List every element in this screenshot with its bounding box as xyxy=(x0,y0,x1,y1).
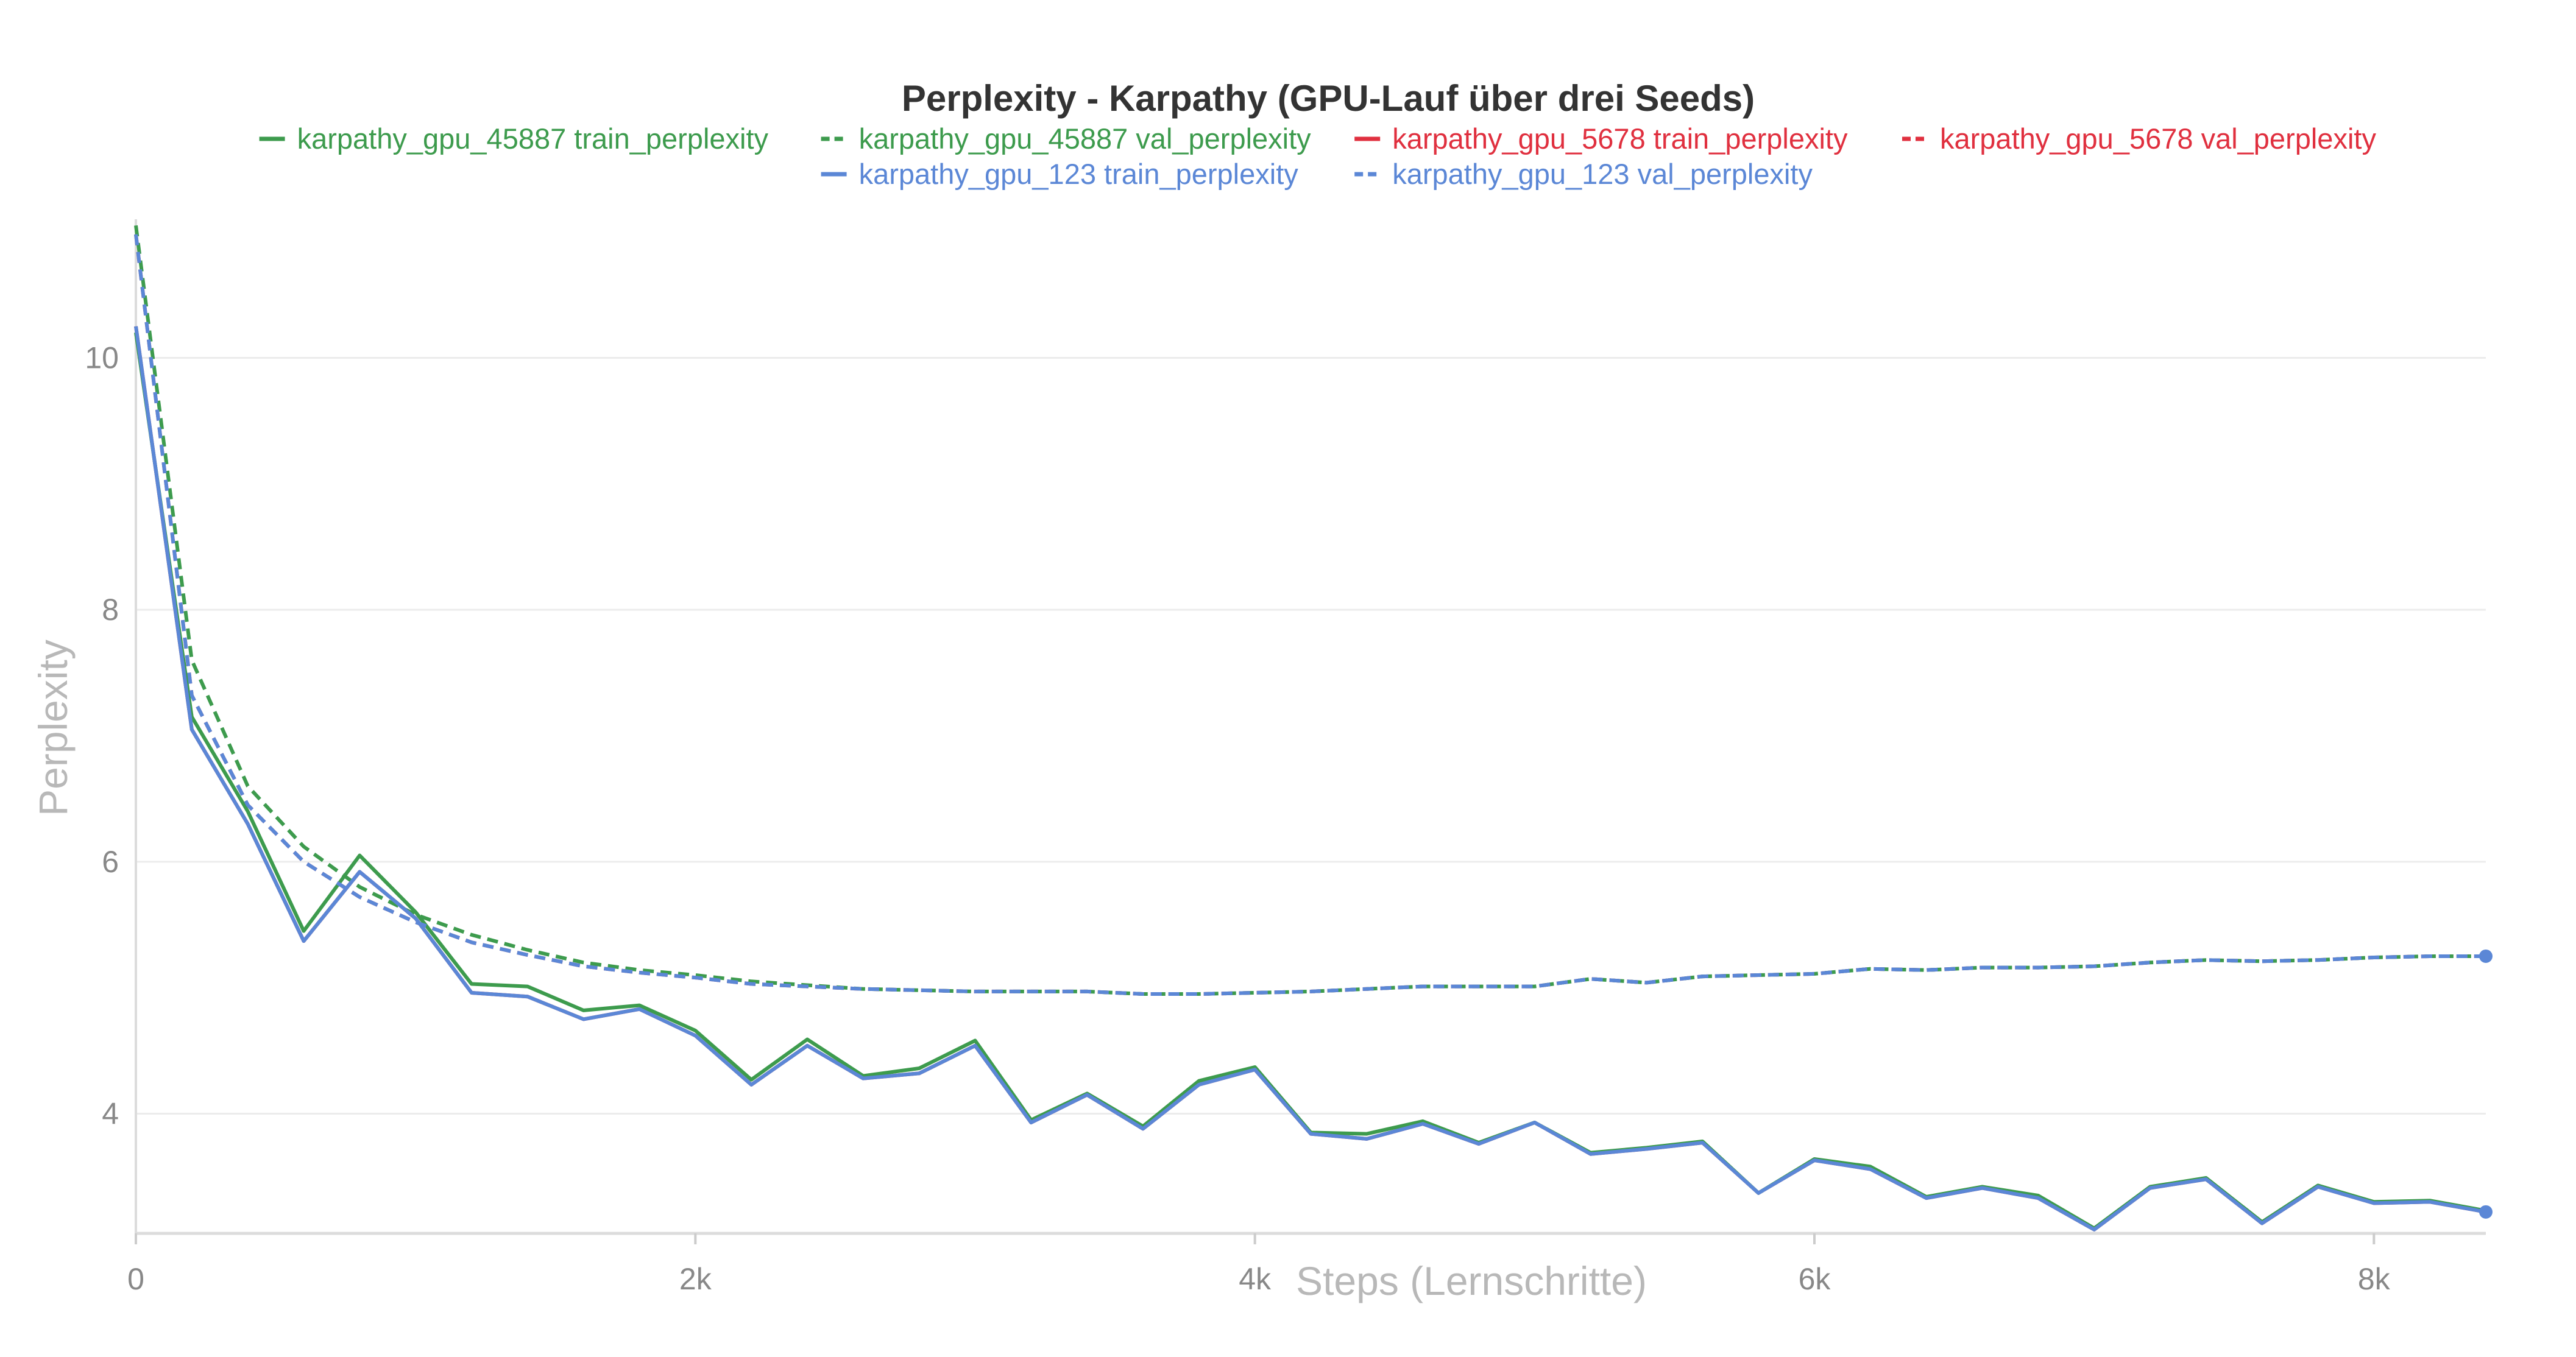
legend-label: karpathy_gpu_123 train_perplexity xyxy=(859,158,1299,190)
legend-item[interactable]: karpathy_gpu_123 val_perplexity xyxy=(1354,158,1813,190)
x-axis-title: Steps (Lernschritte) xyxy=(1296,1258,1647,1303)
series-line-karpathy-gpu-123-train-perplexity xyxy=(134,326,2486,1232)
y-tick-label: 8 xyxy=(102,593,119,627)
legend-label: karpathy_gpu_5678 val_perplexity xyxy=(1940,122,2376,155)
x-tick-label: 4k xyxy=(1239,1262,1272,1296)
legend-item[interactable]: karpathy_gpu_45887 train_perplexity xyxy=(259,122,769,155)
x-tick-label: 8k xyxy=(2358,1262,2391,1296)
grid-lines xyxy=(136,357,2486,1115)
series-line-karpathy-gpu-5678-val-perplexity xyxy=(134,234,2486,996)
legend-label: karpathy_gpu_45887 val_perplexity xyxy=(859,122,1312,155)
x-tick-label: 2k xyxy=(679,1262,712,1296)
y-tick-label: 6 xyxy=(102,845,119,879)
series-line-karpathy-gpu-5678-train-perplexity xyxy=(134,326,2486,1232)
chart-title: Perplexity - Karpathy (GPU-Lauf über dre… xyxy=(902,78,1755,119)
series-layer xyxy=(134,225,2493,1232)
x-tick-label: 6k xyxy=(1799,1262,1831,1296)
x-tick-label: 0 xyxy=(127,1262,144,1296)
legend-label: karpathy_gpu_45887 train_perplexity xyxy=(297,122,769,155)
legend-item[interactable]: karpathy_gpu_5678 val_perplexity xyxy=(1902,122,2376,155)
y-axis-title: Perplexity xyxy=(30,640,76,816)
series-line-karpathy-gpu-123-val-perplexity xyxy=(134,234,2486,996)
series-end-marker xyxy=(2479,1205,2493,1219)
y-tick-label: 4 xyxy=(102,1097,119,1131)
y-tick-label: 10 xyxy=(85,341,119,375)
axes: 4 6 8 10 0 2k 4k 6k 8k xyxy=(85,219,2486,1296)
legend-item[interactable]: karpathy_gpu_45887 val_perplexity xyxy=(821,122,1312,155)
series-line-karpathy-gpu-45887-train-perplexity xyxy=(134,332,2486,1230)
legend-item[interactable]: karpathy_gpu_5678 train_perplexity xyxy=(1354,122,1848,155)
series-end-marker xyxy=(2479,949,2493,963)
legend-label: karpathy_gpu_5678 train_perplexity xyxy=(1392,122,1848,155)
legend-label: karpathy_gpu_123 val_perplexity xyxy=(1392,158,1813,190)
legend-item[interactable]: karpathy_gpu_123 train_perplexity xyxy=(821,158,1299,190)
